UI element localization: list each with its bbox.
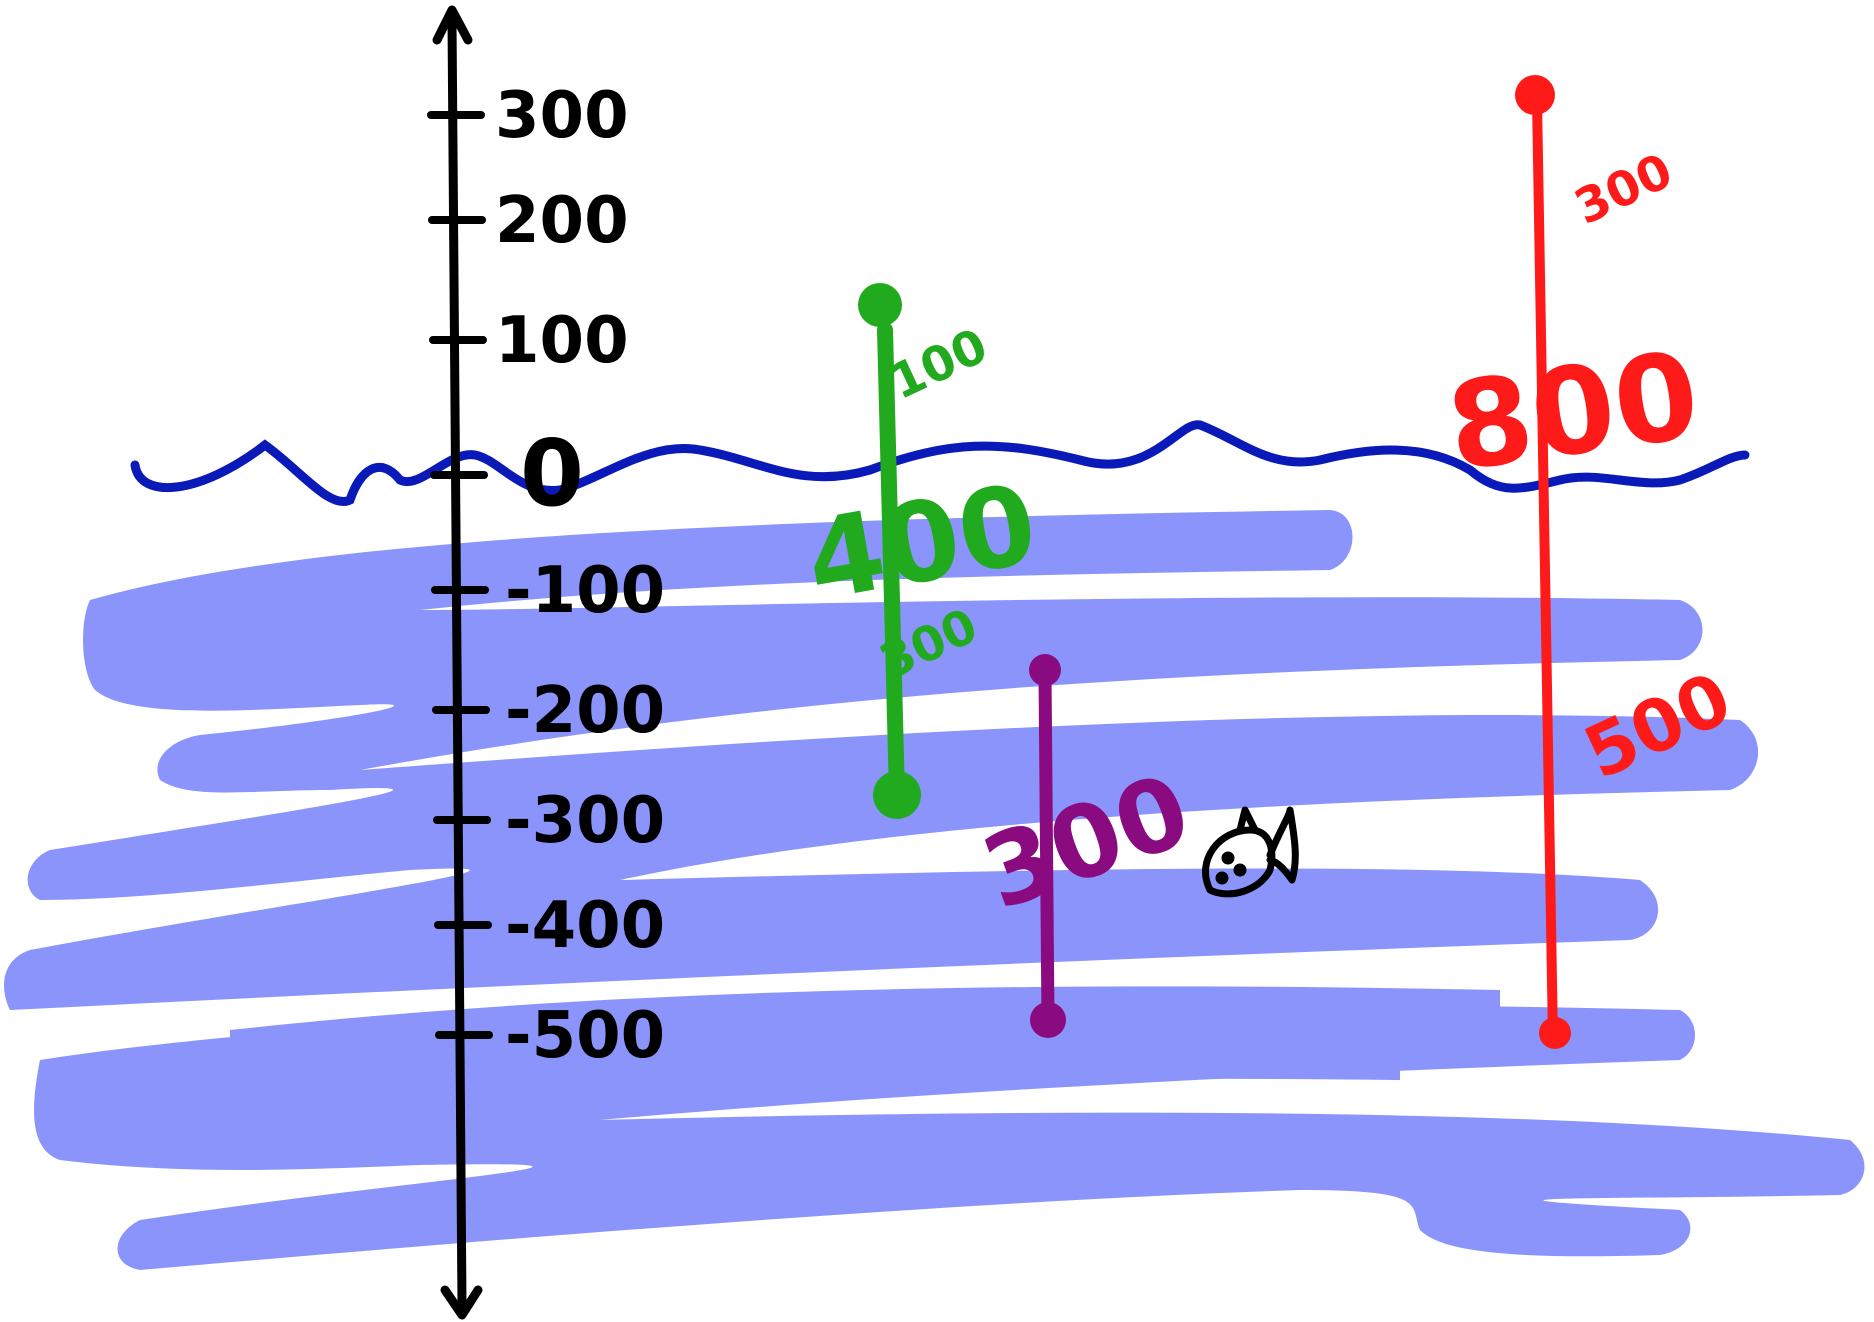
purple-start-dot xyxy=(1029,654,1061,686)
green-top-label: 100 xyxy=(881,318,995,411)
axis-tick-label: 100 xyxy=(495,304,629,378)
axis-tick-label: 300 xyxy=(495,79,629,153)
green-start-dot xyxy=(858,283,902,327)
axis-tick-label: -400 xyxy=(505,889,665,963)
purple-segment: 300 xyxy=(968,654,1204,1038)
water-shading xyxy=(4,510,1865,1270)
axis-tick-label: -100 xyxy=(505,554,665,628)
axis-tick-label: -200 xyxy=(505,674,665,748)
axis-tick-label: -500 xyxy=(505,999,665,1073)
purple-end-dot xyxy=(1030,1002,1066,1038)
red-total-label: 800 xyxy=(1440,326,1707,499)
axis-tick-label: 200 xyxy=(495,184,629,258)
axis-tick-label: -300 xyxy=(505,784,665,858)
red-start-dot xyxy=(1515,75,1555,115)
axis-ticks: 300 200 100 0 -100 -200 -300 -400 -500 xyxy=(427,79,665,1073)
green-end-dot xyxy=(873,771,921,819)
axis-tick-label: 0 xyxy=(520,420,584,527)
water-surface-wave xyxy=(130,420,1750,507)
fish-icon xyxy=(1202,806,1299,898)
red-top-label: 300 xyxy=(1566,143,1680,236)
red-end-dot xyxy=(1539,1017,1571,1049)
number-line-axis xyxy=(432,5,483,1320)
